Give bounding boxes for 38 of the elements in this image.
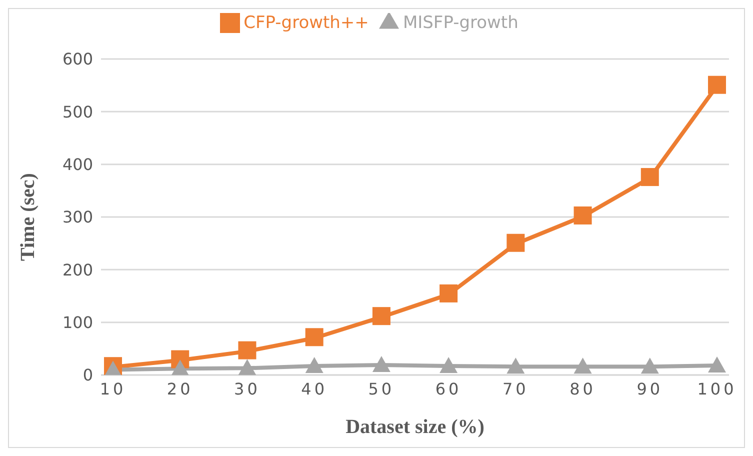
point xyxy=(506,234,525,252)
legend-label: CFP-growth++ xyxy=(244,13,369,33)
x-tick-label: 10 xyxy=(100,379,126,398)
y-tick-label: 400 xyxy=(62,155,93,174)
point xyxy=(305,328,324,346)
x-tick-label: 20 xyxy=(166,379,194,398)
point xyxy=(238,341,256,360)
y-tick-label: 300 xyxy=(62,208,93,227)
point xyxy=(305,357,324,374)
y-tick-label: 100 xyxy=(62,313,93,332)
point xyxy=(708,76,726,94)
y-tick-label: 600 xyxy=(62,50,93,69)
x-tick-label: 50 xyxy=(368,379,395,398)
x-tick-label: 40 xyxy=(301,379,328,398)
x-tick-label: 100 xyxy=(697,379,737,398)
y-axis-title: Time (sec) xyxy=(17,173,40,261)
point xyxy=(574,206,592,224)
x-tick-label: 80 xyxy=(570,379,596,398)
point xyxy=(574,358,592,374)
point xyxy=(640,168,659,186)
x-tick-label: 30 xyxy=(234,379,260,398)
point xyxy=(640,358,659,374)
y-tick-label: 200 xyxy=(62,260,93,280)
point xyxy=(171,360,190,375)
point xyxy=(708,356,726,373)
y-tick-label: 0 xyxy=(82,366,93,385)
x-tick-label: 90 xyxy=(636,379,664,398)
point xyxy=(372,307,390,326)
point xyxy=(440,357,458,374)
point xyxy=(238,359,256,375)
point xyxy=(440,284,458,302)
y-tick-label: 500 xyxy=(62,102,93,122)
legend-label: MISFP-growth xyxy=(402,13,518,33)
point xyxy=(506,358,525,374)
x-axis-title: Dataset size (%) xyxy=(346,416,484,438)
x-tick-label: 70 xyxy=(502,379,529,398)
x-tick-label: 60 xyxy=(435,379,462,398)
point xyxy=(372,356,390,372)
